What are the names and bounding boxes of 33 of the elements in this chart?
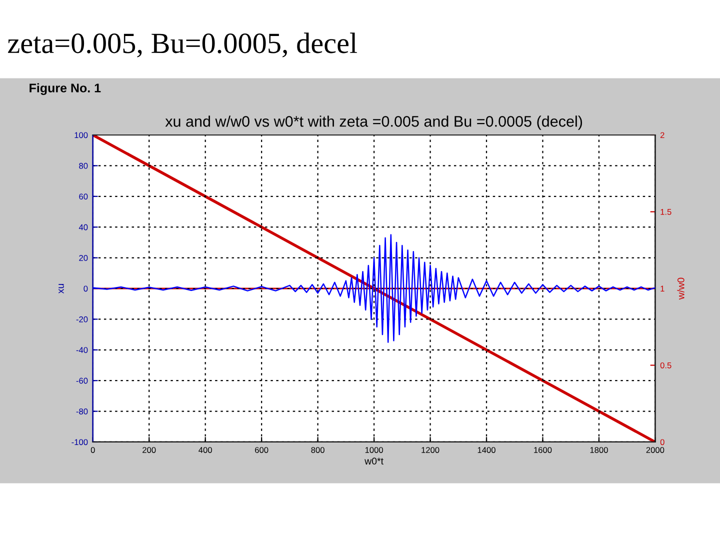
y-tick-label: 80 <box>79 162 88 169</box>
x-tick-label: 1400 <box>478 447 496 453</box>
x-tick-label: 0 <box>90 447 95 453</box>
chart-subtitle: xu and w/w0 vs w0*t with zeta =0.005 and Bu =0.0005 (decel) <box>165 116 582 130</box>
y2-tick-label: 1 <box>660 286 664 292</box>
chart-title: zeta=0.005, Bu=0.0005, decel <box>8 32 358 58</box>
y-tick-label: 0 <box>84 286 88 292</box>
x-axis-title: w0*t <box>364 458 384 465</box>
y-tick-label: 100 <box>74 132 88 138</box>
y2-tick-label: 1.5 <box>660 209 672 215</box>
x-tick-label: 400 <box>198 447 212 453</box>
y-tick-label: -80 <box>76 408 88 414</box>
text: Figure No. 1 <box>30 83 101 95</box>
x-tick-label: 600 <box>255 447 268 453</box>
y2-tick-label: 0 <box>660 439 664 446</box>
x-tick-label: 1600 <box>534 447 552 453</box>
y-tick-label: 20 <box>79 254 88 261</box>
x-tick-label: 200 <box>142 447 156 453</box>
y-tick-label: 60 <box>79 194 88 200</box>
y2-tick-label: 0.5 <box>660 362 672 368</box>
x-tick-label: 800 <box>311 447 324 453</box>
x-tick-label: 2000 <box>646 447 664 453</box>
y-axis-title: xu <box>58 284 64 294</box>
y-tick-label: -60 <box>76 378 88 384</box>
y2-tick-label: 2 <box>660 132 664 138</box>
y-tick-label: -40 <box>76 347 88 353</box>
y-tick-label: -20 <box>76 316 88 322</box>
y-tick-label: 40 <box>78 224 88 230</box>
x-tick-label: 1800 <box>590 447 608 453</box>
y2-axis-title: w/w0 <box>677 278 684 300</box>
x-tick-label: 1200 <box>422 447 440 453</box>
x-tick-label: 1000 <box>365 447 383 453</box>
y-tick-label: -100 <box>72 439 88 446</box>
